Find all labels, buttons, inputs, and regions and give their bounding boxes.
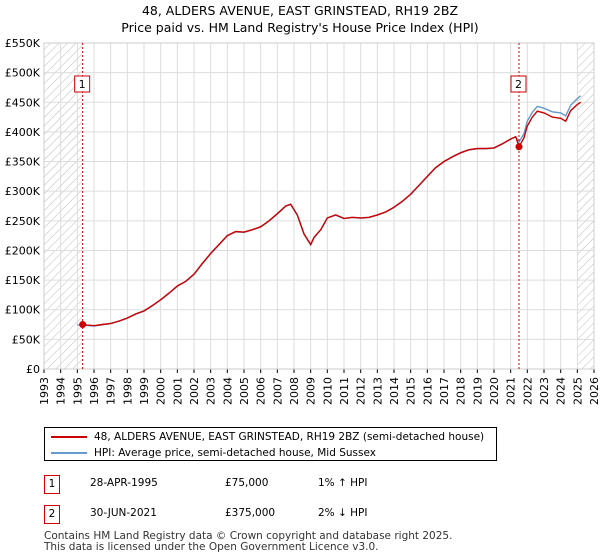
hpi-line <box>77 95 582 327</box>
price-chart: £0 £50K £100K £150K £200K £250K £300K £350K £400… <box>5 37 600 405</box>
x-tick-label: 1995 <box>71 377 84 405</box>
sale-row-1: 1 28-APR-1995 £75,000 1% ↑ HPI <box>0 475 600 495</box>
y-tick-label: £300K <box>5 185 41 198</box>
x-tick-label: 2007 <box>271 377 284 405</box>
footer-attribution: Contains HM Land Registry data © Crown c… <box>44 531 452 553</box>
x-tick-label: 1998 <box>121 377 134 405</box>
x-tick-label: 2017 <box>438 377 451 405</box>
sale-price: £375,000 <box>225 507 276 519</box>
legend-swatch-property <box>51 436 87 438</box>
x-tick-label: 2003 <box>205 377 218 405</box>
x-tick-label: 2023 <box>538 377 551 405</box>
sale-date: 30-JUN-2021 <box>90 507 157 519</box>
x-tick-label: 2024 <box>555 377 568 405</box>
x-tick-label: 2026 <box>588 377 600 405</box>
y-tick-label: £350K <box>5 156 41 169</box>
y-tick-label: £250K <box>5 215 41 228</box>
sale-number-badge: 2 <box>44 505 60 524</box>
x-tick-label: 2011 <box>338 377 351 405</box>
x-tick-label: 2019 <box>471 377 484 405</box>
y-tick-label: £450K <box>5 96 41 109</box>
y-tick-label: £50K <box>12 333 41 346</box>
sale-hpi-comparison: 1% ↑ HPI <box>318 477 368 489</box>
legend-label-property: 48, ALDERS AVENUE, EAST GRINSTEAD, RH19 … <box>94 431 485 443</box>
legend-label-hpi: HPI: Average price, semi-detached house,… <box>94 447 376 459</box>
x-tick-label: 1993 <box>38 377 51 405</box>
sale-price: £75,000 <box>225 477 269 489</box>
x-tick-label: 2018 <box>455 377 468 405</box>
sale-row-2: 2 30-JUN-2021 £375,000 2% ↓ HPI <box>0 505 600 525</box>
y-tick-label: £400K <box>5 126 41 139</box>
x-tick-label: 2006 <box>255 377 268 405</box>
sale-label-box <box>510 75 527 93</box>
footer-line1: Contains HM Land Registry data © Crown c… <box>44 530 453 542</box>
chart-title-line2: Price paid vs. HM Land Registry's House … <box>121 20 479 35</box>
y-tick-label: £0 <box>26 363 40 376</box>
x-tick-label: 2016 <box>421 377 434 405</box>
x-tick-label: 1996 <box>88 377 101 405</box>
x-tick-label: 2002 <box>188 377 201 405</box>
sale-label-text: 2 <box>515 78 522 91</box>
x-tick-label: 2022 <box>521 377 534 405</box>
x-tick-label: 2009 <box>305 377 318 405</box>
sale-point <box>515 143 523 151</box>
x-tick-label: 2004 <box>221 377 234 405</box>
x-tick-label: 2001 <box>171 377 184 405</box>
x-tick-label: 1999 <box>138 377 151 405</box>
x-tick-label: 2000 <box>155 377 168 405</box>
y-tick-label: £550K <box>5 37 41 50</box>
sale-hpi-comparison: 2% ↓ HPI <box>318 507 368 519</box>
x-tick-label: 2008 <box>288 377 301 405</box>
hatched-region <box>577 43 594 369</box>
y-tick-label: £150K <box>5 274 41 287</box>
hatched-region <box>44 43 83 369</box>
sale-number-badge: 1 <box>44 475 60 494</box>
x-tick-label: 2025 <box>571 377 584 405</box>
x-tick-label: 2015 <box>405 377 418 405</box>
y-tick-label: £500K <box>5 67 41 80</box>
x-tick-label: 1997 <box>105 377 118 405</box>
x-tick-label: 1994 <box>55 377 68 405</box>
sale-date: 28-APR-1995 <box>90 477 158 489</box>
chart-title: 48, ALDERS AVENUE, EAST GRINSTEAD, RH19 … <box>0 2 600 36</box>
chart-title-line1: 48, ALDERS AVENUE, EAST GRINSTEAD, RH19 … <box>141 3 459 18</box>
x-tick-label: 2020 <box>488 377 501 405</box>
plot-border <box>43 42 595 370</box>
y-tick-label: £100K <box>5 304 41 317</box>
legend-swatch-hpi <box>51 452 87 454</box>
footer-line2: This data is licensed under the Open Gov… <box>44 541 379 553</box>
sale-label-text: 1 <box>79 78 86 91</box>
x-tick-label: 2012 <box>355 377 368 405</box>
sale-point <box>79 321 87 329</box>
sale-label-box <box>74 75 91 93</box>
x-tick-label: 2021 <box>505 377 518 405</box>
x-tick-label: 2013 <box>371 377 384 405</box>
x-tick-label: 2010 <box>321 377 334 405</box>
property-price-line <box>82 101 582 327</box>
y-tick-label: £200K <box>5 244 41 257</box>
legend: 48, ALDERS AVENUE, EAST GRINSTEAD, RH19 … <box>44 427 497 461</box>
x-tick-label: 2005 <box>238 377 251 405</box>
x-tick-label: 2014 <box>388 377 401 405</box>
